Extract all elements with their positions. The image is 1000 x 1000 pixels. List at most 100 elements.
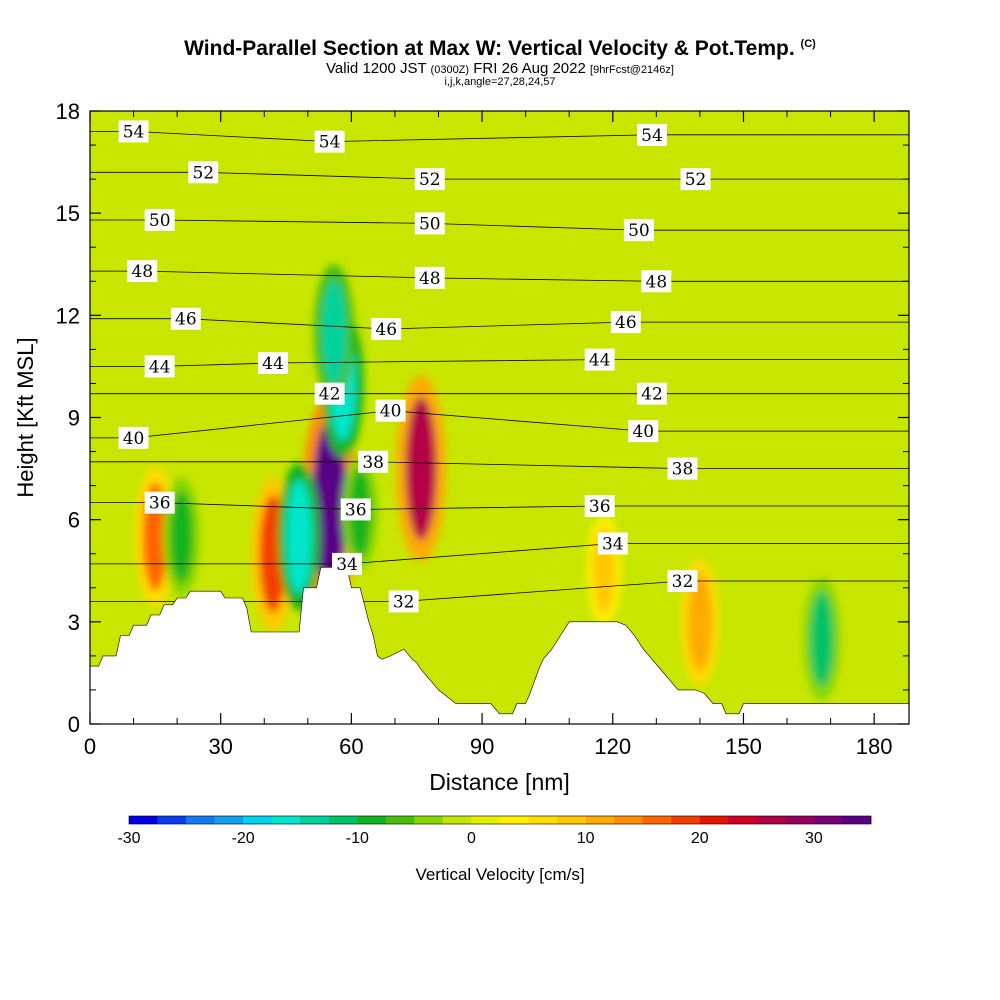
colorbar-segment [214,816,244,824]
y-tick-label: 3 [68,610,80,635]
colorbar-segment [357,816,387,824]
theta-contour-34 [90,543,909,565]
colorbar-segment [671,816,701,824]
colorbar-frame [128,815,872,825]
colorbar-segment [157,816,187,824]
theta-label-box [628,420,659,443]
colorbar-tick-label: 20 [691,830,709,847]
colorbar-segment [328,816,358,824]
x-tick-label: 60 [339,734,363,759]
theta-label-box [118,120,149,143]
y-tick-label: 6 [68,508,80,533]
theta-label: 46 [375,320,397,340]
theta-label-box [332,552,363,575]
y-tick-label: 18 [56,99,80,124]
theta-label-box [597,532,628,555]
colorbar-label: Vertical Velocity [cm/s] [415,865,584,884]
colorbar-segment [385,816,415,824]
theta-label: 36 [149,494,171,514]
x-tick-label: 0 [84,734,96,759]
x-tick-label: 150 [725,734,762,759]
theta-label: 54 [123,122,145,142]
theta-label: 50 [419,214,441,234]
y-tick-label: 15 [56,201,80,226]
theta-label: 48 [131,262,153,282]
x-axis-label: Distance [nm] [429,769,570,795]
y-axis-label: Height [Kft MSL] [13,337,38,497]
colorbar-tick-label: 30 [805,830,823,847]
theta-label-box [636,123,667,146]
x-tick-label: 30 [208,734,232,759]
theta-label: 46 [175,310,197,330]
theta-label-box [610,311,641,334]
theta-label-box [414,266,445,289]
theta-label-box [144,208,175,231]
theta-label: 52 [192,163,214,183]
velocity-cell [169,490,193,583]
colorbar-segment [642,816,672,824]
theta-label-box [144,355,175,378]
theta-label-box [414,212,445,235]
colorbar-tick-label: -20 [232,830,255,847]
theta-label-box [371,317,402,340]
theta-label: 52 [685,170,707,190]
grid-indices: i,j,k,angle=27,28,24,57 [444,76,556,88]
forecast-info: [9hrFcst@2146z] [590,64,674,76]
theta-label: 40 [123,429,145,449]
theta-label-box [414,168,445,191]
theta-label-box [667,569,698,592]
velocity-cell [312,419,347,586]
velocity-cell [405,396,437,541]
theta-label-box [118,426,149,449]
theta-label: 36 [589,497,611,517]
velocity-cell [321,279,347,385]
colorbar-tick-label: 10 [577,830,595,847]
theta-label-box [188,161,219,184]
colorbar-segment [471,816,501,824]
velocity-cell [687,572,712,672]
theta-label: 40 [632,422,654,442]
theta-label: 34 [602,535,624,555]
x-tick-label: 180 [856,734,893,759]
x-tick-label: 90 [470,734,494,759]
colorbar-segment [414,816,444,824]
theta-label: 46 [615,313,637,333]
colorbar-segment [528,816,558,824]
theta-label: 54 [641,126,663,146]
theta-label-box [584,495,615,518]
theta-contour-38 [90,461,909,469]
theta-label: 38 [362,453,384,473]
theta-label-box [641,270,672,293]
colorbar-segment [557,816,586,824]
terrain [89,567,910,725]
valid-date: FRI 26 Aug 2022 [473,60,586,77]
theta-label-box [680,168,711,191]
theta-label: 42 [641,385,663,405]
chart-title: Wind-Parallel Section at Max W: Vertical… [0,37,1000,61]
y-tick-label: 12 [56,303,80,328]
theta-label-box [340,498,371,521]
colorbar-segment [842,816,872,824]
theta-label-box [667,457,698,480]
theta-label-box [314,130,345,153]
velocity-cell [810,591,834,687]
theta-label-box [636,382,667,405]
theta-label: 32 [393,592,415,612]
valid-time: Valid 1200 JST [326,60,427,77]
colorbar-tick-label: 0 [467,830,476,847]
theta-label-box [584,348,615,371]
theta-label: 44 [589,351,611,371]
theta-label-box [144,491,175,514]
theta-label: 48 [646,272,668,292]
theta-label: 54 [319,133,341,153]
velocity-cell [285,479,313,594]
theta-label: 48 [419,269,441,289]
colorbar-segment [442,816,472,824]
x-tick-label: 120 [594,734,631,759]
colorbar-segment [500,816,529,824]
theta-label: 32 [672,572,694,592]
theta-label: 34 [336,555,358,575]
theta-contour-32 [90,580,909,602]
